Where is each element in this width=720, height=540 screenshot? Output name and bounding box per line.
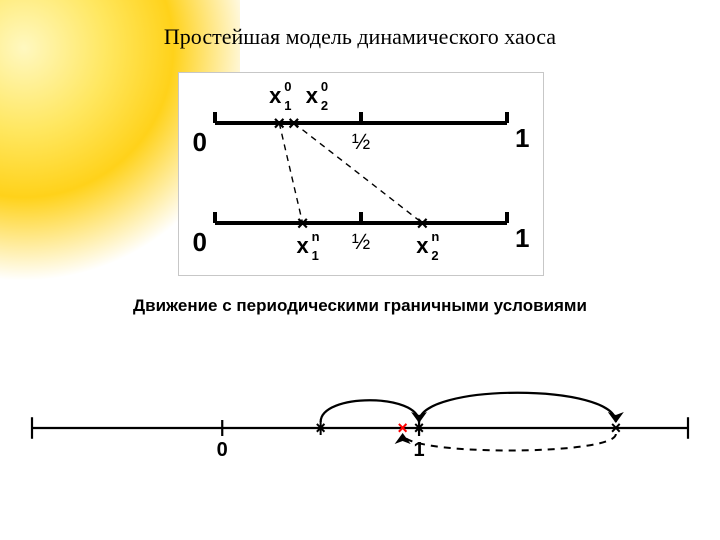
svg-text:1: 1 (312, 248, 319, 263)
svg-text:x: x (269, 83, 282, 108)
svg-text:×: × (288, 113, 300, 135)
subtitle: Движение с периодическими граничными усл… (0, 296, 720, 316)
svg-text:×: × (297, 213, 309, 235)
svg-text:½: ½ (352, 229, 370, 254)
svg-text:2: 2 (431, 248, 438, 263)
svg-text:½: ½ (352, 129, 370, 154)
svg-text:1: 1 (515, 223, 529, 253)
svg-text:0: 0 (321, 79, 328, 94)
figure2-svg: 01×××× (20, 340, 700, 490)
figure2-container: 01×××× (20, 340, 700, 490)
svg-text:x: x (416, 233, 429, 258)
svg-text:n: n (431, 229, 439, 244)
svg-text:n: n (312, 229, 320, 244)
page-title: Простейшая модель динамического хаоса (0, 24, 720, 50)
figure1-container: 0101½½××××x10x20x1nx2n (178, 72, 544, 276)
svg-text:2: 2 (321, 98, 328, 113)
svg-text:x: x (306, 83, 319, 108)
svg-text:0: 0 (193, 227, 207, 257)
svg-text:×: × (273, 113, 285, 135)
svg-text:x: x (296, 233, 309, 258)
svg-text:1: 1 (284, 98, 291, 113)
svg-text:0: 0 (284, 79, 291, 94)
figure1-svg: 0101½½××××x10x20x1nx2n (179, 73, 543, 275)
svg-text:1: 1 (515, 123, 529, 153)
svg-text:×: × (416, 213, 428, 235)
svg-text:0: 0 (217, 439, 228, 461)
svg-text:×: × (397, 418, 408, 438)
svg-text:0: 0 (193, 127, 207, 157)
